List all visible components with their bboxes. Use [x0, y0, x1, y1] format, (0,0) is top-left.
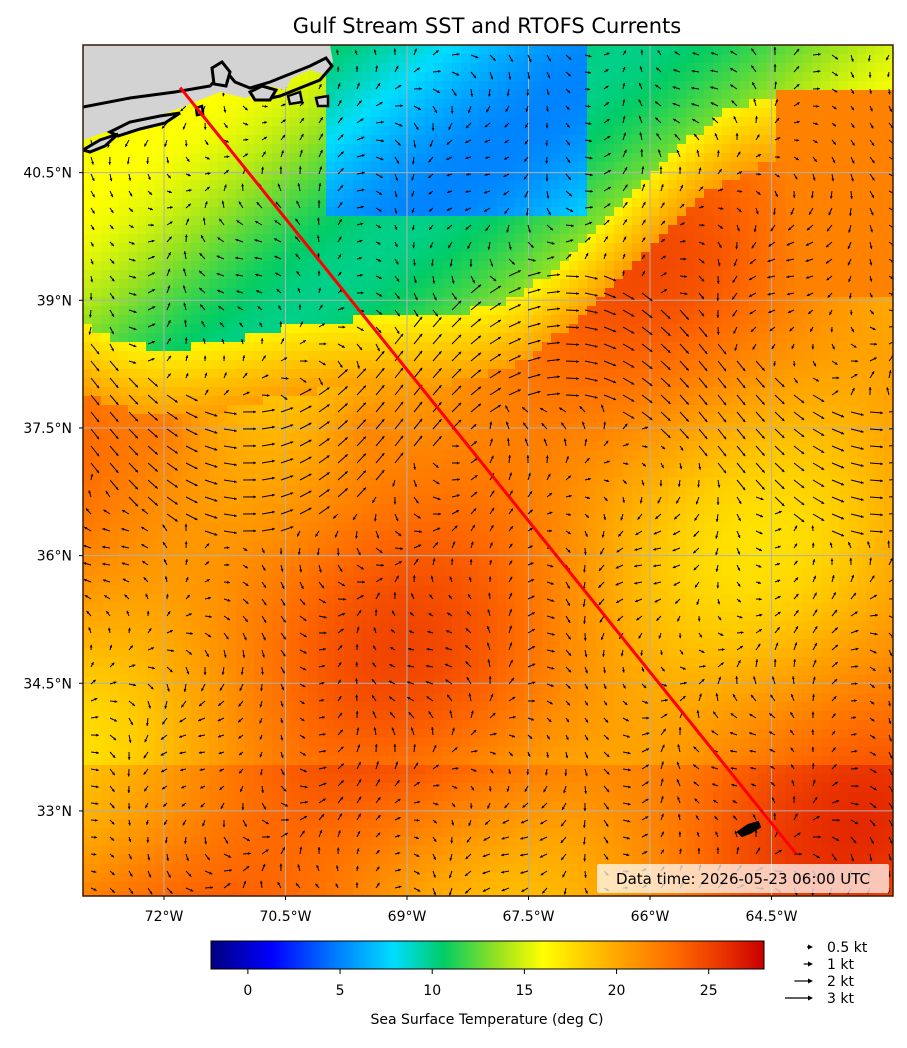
lon-tick-label: 69°W — [388, 909, 427, 925]
current-arrowhead — [899, 478, 902, 481]
legend-label: 3 kt — [827, 991, 854, 1007]
current-speed-legend: 0.5 kt1 kt2 kt3 kt — [785, 940, 868, 1007]
legend-arrowhead — [808, 945, 813, 950]
longitude-tick-labels: 72°W 70.5°W 69°W 67.5°W 66°W 64.5°W — [145, 896, 798, 925]
current-arrowhead — [894, 597, 897, 600]
current-arrowhead — [899, 512, 902, 515]
map-area — [83, 45, 902, 901]
lat-tick-label: 36°N — [37, 549, 72, 565]
current-arrowhead — [899, 444, 902, 447]
legend-label: 2 kt — [827, 974, 854, 990]
latitude-tick-labels: 40.5°N 39°N 37.5°N 36°N 34.5°N 33°N — [23, 166, 83, 820]
colorbar-tick-label: 25 — [700, 983, 718, 999]
lon-tick-label: 70.5°W — [259, 909, 311, 925]
colorbar-tick-label: 5 — [336, 983, 345, 999]
legend-label: 1 kt — [827, 957, 854, 973]
data-time-box: Data time: 2026-05-23 06:00 UTC — [597, 864, 889, 893]
legend-label: 0.5 kt — [827, 940, 868, 956]
current-arrowhead — [899, 495, 902, 498]
colorbar-ticks: 0 5 10 15 20 25 — [243, 969, 717, 999]
legend-arrowhead — [808, 996, 813, 1001]
colorbar-label: Sea Surface Temperature (deg C) — [371, 1012, 604, 1028]
colorbar-tick-label: 10 — [423, 983, 441, 999]
current-arrowhead — [899, 529, 902, 532]
lon-tick-label: 72°W — [145, 909, 184, 925]
chart-title: Gulf Stream SST and RTOFS Currents — [293, 14, 681, 38]
lat-tick-label: 40.5°N — [23, 166, 72, 182]
lon-tick-label: 64.5°W — [745, 909, 797, 925]
colorbar-tick-label: 15 — [515, 983, 533, 999]
lat-tick-label: 33°N — [37, 804, 72, 820]
colorbar-gradient — [211, 941, 764, 969]
colorbar-tick-label: 0 — [243, 983, 252, 999]
coastline-island — [316, 96, 328, 106]
colorbar-tick-label: 20 — [608, 983, 626, 999]
legend-arrowhead — [808, 962, 813, 967]
lat-tick-label: 34.5°N — [23, 676, 72, 692]
legend-arrowhead — [808, 979, 813, 984]
colorbar: 0 5 10 15 20 25 Sea Surface Temperature (deg … — [211, 941, 764, 1028]
current-arrowhead — [899, 427, 902, 430]
lon-tick-label: 67.5°W — [502, 909, 554, 925]
data-time-label: Data time: 2026-05-23 06:00 UTC — [616, 870, 870, 888]
lon-tick-label: 66°W — [631, 909, 670, 925]
current-arrowhead — [899, 461, 902, 464]
current-arrowhead — [899, 410, 902, 413]
lat-tick-label: 37.5°N — [23, 421, 72, 437]
lat-tick-label: 39°N — [37, 293, 72, 309]
